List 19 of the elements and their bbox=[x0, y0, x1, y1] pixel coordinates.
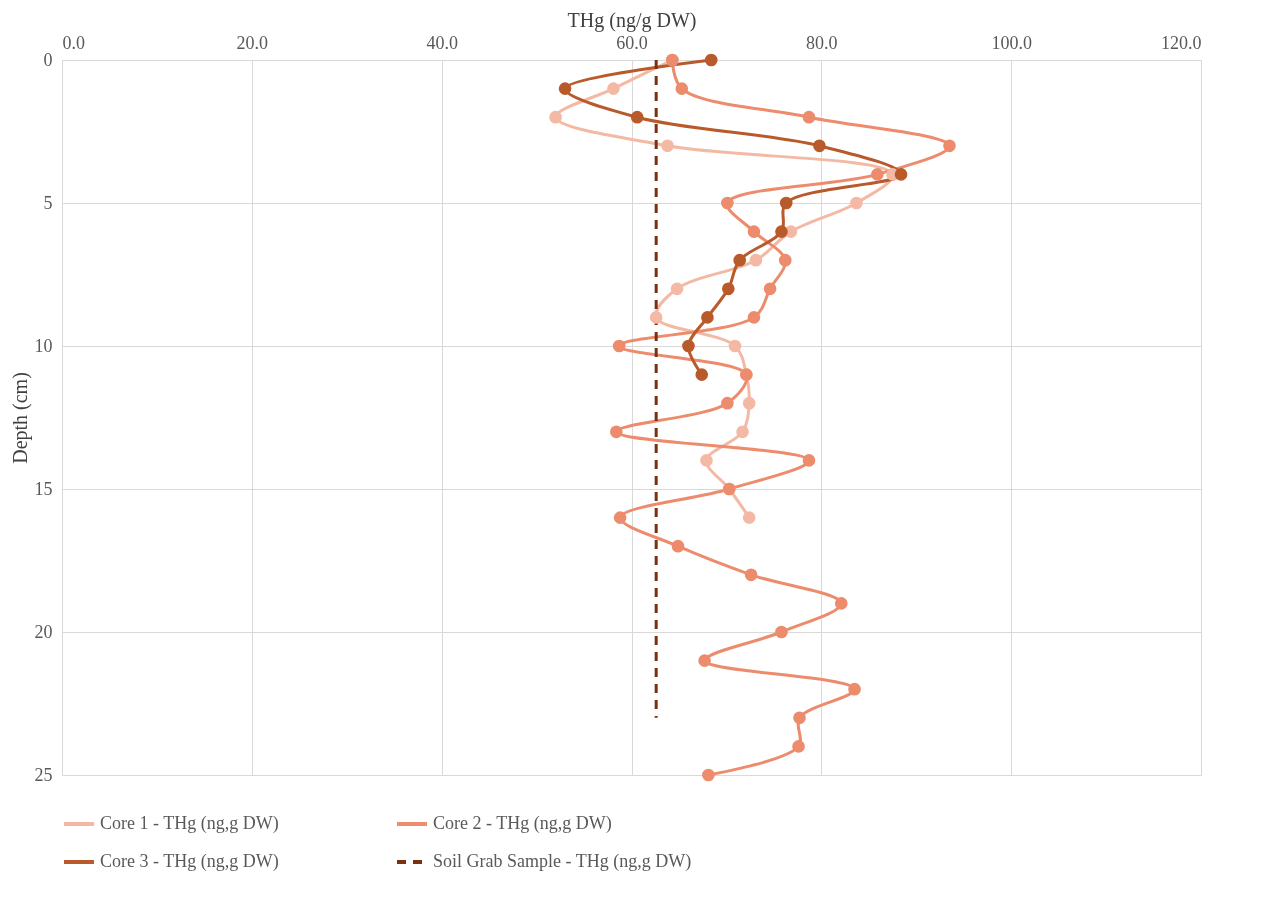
x-tick-label: 0.0 bbox=[62, 32, 85, 53]
y-tick-label: 5 bbox=[43, 192, 53, 213]
y-tick-label: 20 bbox=[34, 621, 53, 642]
x-tick-label: 40.0 bbox=[426, 32, 458, 53]
legend-label: Core 3 - THg (ng,g DW) bbox=[100, 851, 279, 872]
x-tick-label: 120.0 bbox=[1161, 32, 1202, 53]
legend-label: Core 1 - THg (ng,g DW) bbox=[100, 813, 279, 834]
y-tick-label: 25 bbox=[34, 764, 53, 785]
y-axis-title: Depth (cm) bbox=[8, 372, 32, 464]
y-tick-label: 0 bbox=[43, 49, 53, 70]
y-tick-label: 10 bbox=[34, 335, 53, 356]
x-tick-label: 60.0 bbox=[616, 32, 648, 53]
y-tick-label: 15 bbox=[34, 478, 53, 499]
legend-label: Soil Grab Sample - THg (ng,g DW) bbox=[433, 851, 692, 872]
x-tick-label: 20.0 bbox=[236, 32, 269, 53]
legend-label: Core 2 - THg (ng,g DW) bbox=[433, 813, 612, 834]
x-axis-title: THg (ng/g DW) bbox=[567, 8, 697, 32]
x-tick-label: 100.0 bbox=[991, 32, 1032, 53]
x-tick-label: 80.0 bbox=[806, 32, 838, 53]
